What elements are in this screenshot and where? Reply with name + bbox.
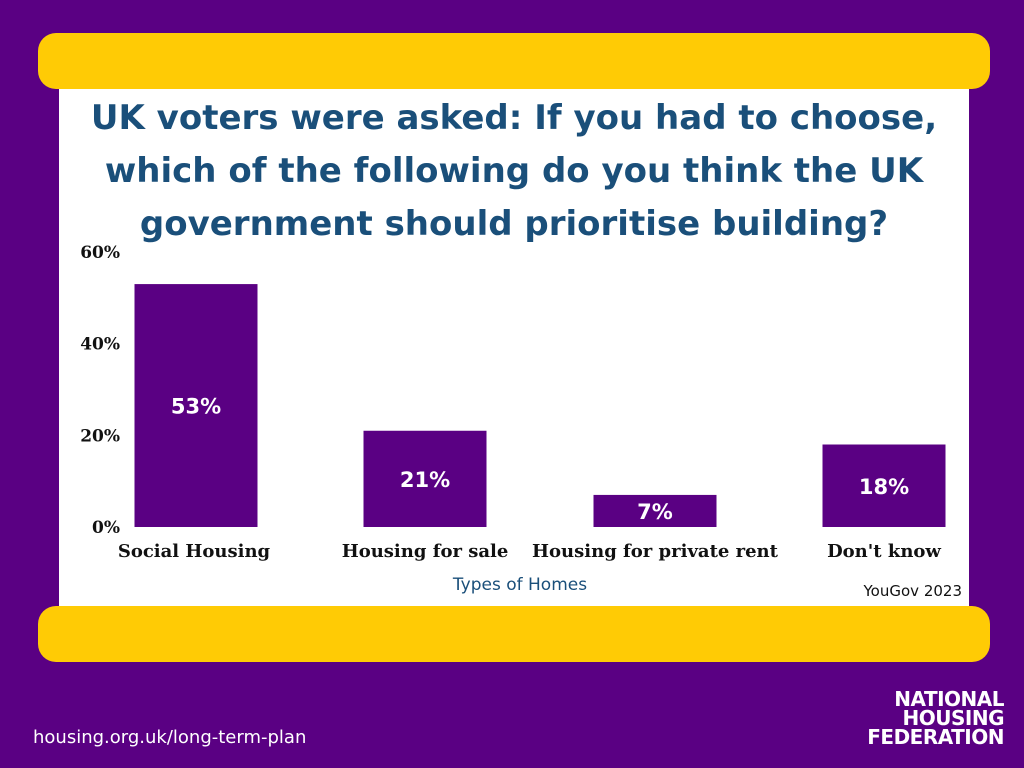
category-label: Don't know [827, 541, 941, 562]
bar [822, 444, 946, 527]
top-yellow-band [38, 33, 990, 89]
y-tick-label: 20% [80, 426, 120, 446]
source-note: YouGov 2023 [863, 582, 962, 600]
footer-url[interactable]: housing.org.uk/long-term-plan [33, 727, 307, 748]
x-axis-label: Types of Homes [452, 575, 587, 595]
y-tick-label: 0% [92, 518, 120, 538]
category-label: Housing for sale [342, 541, 509, 562]
bar [593, 494, 717, 527]
data-label: 7% [637, 500, 673, 524]
category-label: Social Housing [118, 541, 271, 562]
data-label: 21% [400, 468, 450, 492]
data-label: 53% [171, 395, 221, 419]
chart-title: UK voters were asked: If you had to choo… [90, 98, 938, 244]
y-tick-label: 40% [80, 335, 120, 355]
logo-line-national: NATIONAL [894, 687, 1004, 711]
bar [134, 284, 258, 527]
bottom-yellow-band [38, 606, 990, 662]
logo-line-federation: FEDERATION [867, 725, 1004, 749]
nhf-logo: NATIONAL HOUSING FEDERATION [854, 687, 1005, 749]
bar [363, 430, 487, 527]
category-label: Housing for private rent [532, 541, 779, 562]
data-label: 18% [859, 475, 909, 499]
logo-line-housing: HOUSING [902, 706, 1005, 730]
y-tick-label: 60% [80, 243, 120, 263]
